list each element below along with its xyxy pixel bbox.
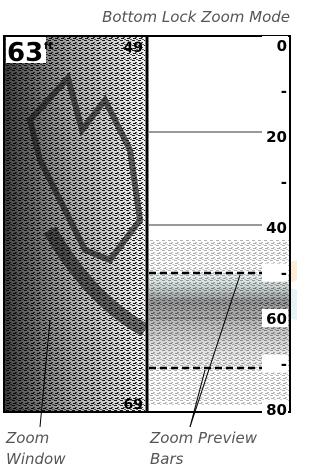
- scale-label: 0: [277, 37, 287, 55]
- scale-label: 40: [266, 219, 287, 237]
- scale-label: -: [281, 174, 287, 192]
- scale-label: 80: [266, 401, 287, 419]
- scale-label: 60: [266, 310, 287, 328]
- caption: Bottom Lock Zoom Mode: [102, 8, 290, 26]
- scale-label: -: [281, 265, 287, 283]
- zoom-bottom: 69: [124, 397, 143, 413]
- scale-label: 20: [266, 128, 287, 146]
- depth: 63: [7, 38, 43, 68]
- callout-label: Zoom: [5, 429, 49, 447]
- page: Bottom Lock Zoom Mode 63 ft 49 69 0 - 20 - 4…: [0, 0, 297, 470]
- scale-label: -: [281, 356, 287, 374]
- figure: Bottom Lock Zoom Mode 63 ft 49 69 0 - 20 - 4…: [0, 0, 297, 470]
- callout-label: Zoom Preview: [149, 429, 258, 447]
- zoom-top: 49: [124, 40, 143, 56]
- callout-label: Window: [6, 450, 66, 468]
- callout-label: Bars: [150, 450, 184, 468]
- depth-unit: ft: [44, 41, 53, 52]
- scale-label: -: [281, 83, 287, 101]
